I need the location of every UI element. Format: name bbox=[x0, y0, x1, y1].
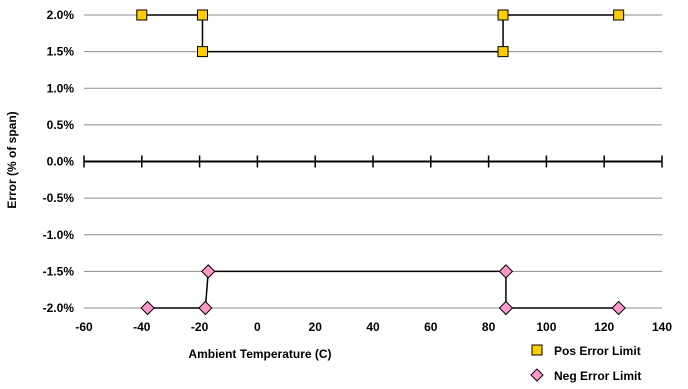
data-point-pos bbox=[497, 9, 509, 21]
series-line-pos bbox=[141, 14, 619, 53]
series-lines bbox=[141, 14, 619, 309]
data-point-neg bbox=[611, 300, 626, 316]
series-markers bbox=[136, 9, 626, 316]
x-tick-label: 40 bbox=[366, 320, 380, 334]
data-point-pos bbox=[196, 9, 208, 21]
x-tick-label: -40 bbox=[133, 320, 151, 334]
y-tick-label: 0.0% bbox=[47, 155, 75, 169]
legend-label-pos: Pos Error Limit bbox=[554, 344, 641, 358]
y-tick-label: -0.5% bbox=[43, 191, 75, 205]
x-tick-label: 100 bbox=[536, 320, 556, 334]
data-point-neg bbox=[201, 264, 216, 279]
legend-square-marker bbox=[531, 344, 543, 356]
x-tick-label: 120 bbox=[594, 320, 614, 334]
x-axis-zero-line bbox=[83, 155, 663, 168]
data-point-neg bbox=[198, 300, 213, 316]
data-point-neg bbox=[498, 300, 514, 316]
y-tick-label: -2.0% bbox=[43, 301, 75, 315]
y-tick-label: 1.0% bbox=[47, 81, 75, 95]
x-tick-label: 0 bbox=[254, 320, 261, 334]
x-tick-label: -20 bbox=[191, 320, 209, 334]
x-tick-label: -60 bbox=[75, 320, 93, 334]
y-tick-label: 2.0% bbox=[47, 8, 75, 22]
x-axis-title: Ambient Temperature (C) bbox=[188, 347, 331, 361]
series-line-neg bbox=[147, 270, 619, 309]
legend-item-neg: Neg Error Limit bbox=[530, 368, 641, 383]
x-tick-label: 20 bbox=[309, 320, 323, 334]
data-point-pos bbox=[613, 9, 625, 21]
y-tick-label: 0.5% bbox=[47, 118, 75, 132]
y-tick-label: 1.5% bbox=[47, 45, 75, 59]
x-tick-label: 60 bbox=[424, 320, 438, 334]
y-tick-label: -1.5% bbox=[43, 264, 75, 278]
data-point-pos bbox=[136, 9, 148, 21]
y-axis-title: Error (% of span) bbox=[5, 111, 19, 208]
legend-diamond-marker bbox=[530, 368, 544, 382]
x-tick-labels: -60 -40 -20 0 20 40 60 80 100 120 140 bbox=[75, 320, 672, 334]
legend-item-pos: Pos Error Limit bbox=[531, 344, 641, 358]
data-point-pos bbox=[196, 46, 208, 58]
data-point-neg bbox=[498, 264, 514, 279]
legend: Pos Error Limit Neg Error Limit bbox=[530, 344, 641, 383]
data-point-pos bbox=[497, 46, 509, 58]
legend-label-neg: Neg Error Limit bbox=[554, 369, 641, 383]
x-tick-label: 80 bbox=[482, 320, 496, 334]
x-tick-label: 140 bbox=[652, 320, 672, 334]
data-point-neg bbox=[140, 300, 155, 316]
y-tick-label: -1.0% bbox=[43, 228, 75, 242]
y-tick-labels: 2.0% 1.5% 1.0% 0.5% 0.0% -0.5% -1.0% -1.5% -2.0% bbox=[43, 8, 75, 315]
